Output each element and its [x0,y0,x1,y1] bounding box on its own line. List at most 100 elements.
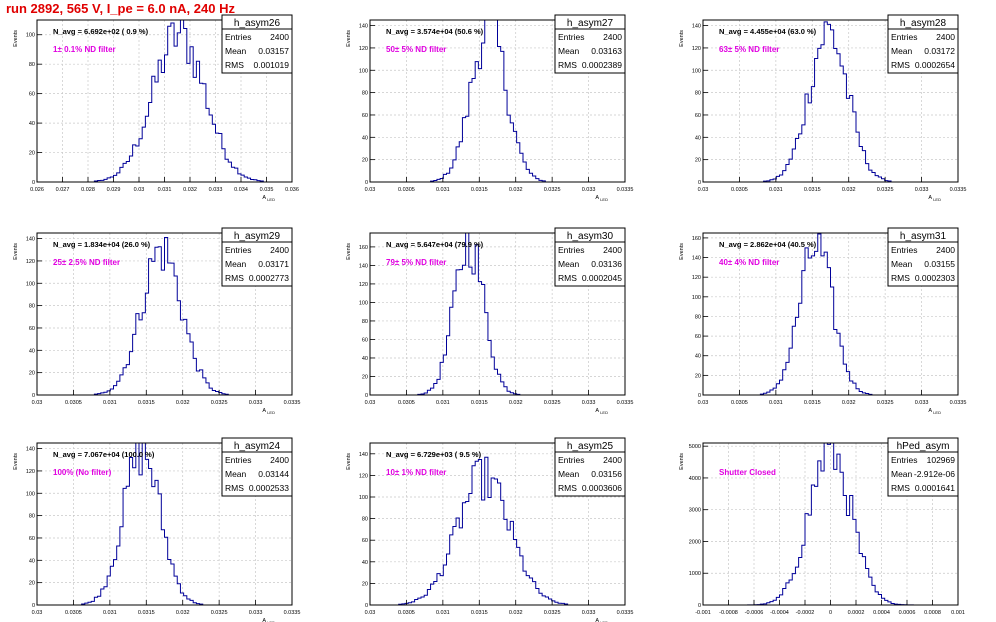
plot-frame [369,19,626,183]
x-tick-label: 0.0315 [471,400,488,406]
panel-h_asym28: 0.03 0.0305 0.031 0.0315 0.032 0.0325 0.033 0.0… [679,14,966,202]
x-tick-label: 0.0335 [284,400,301,406]
stats-key: RMS [225,60,244,70]
x-tick-label: 0.0315 [138,400,155,406]
n-avg-label: N_avg = 5.647e+04 (79.9 %) [386,240,484,249]
x-tick-label: 0.0305 [65,400,82,406]
y-tick-label: 80 [362,91,368,97]
stats-value: 2400 [603,455,622,465]
stats-value: 102969 [927,455,956,465]
x-tick-label: 0.0305 [731,187,748,193]
run-title: run 2892, 565 V, I_pe = 6.0 nA, 240 Hz [6,1,235,16]
x-tick-label: 0.0325 [544,400,561,406]
stats-value: 2400 [270,32,289,42]
stats-key: Mean [558,469,580,479]
x-axis-label: A LED [262,618,275,622]
x-tick-label: -0.0006 [745,610,764,616]
y-tick-label: 100 [26,33,35,39]
stats-key: Entries [225,32,251,42]
stats-value: 0.03163 [591,46,622,56]
stats-value: 0.0001641 [915,483,955,493]
y-tick-label: 1000 [689,571,701,577]
y-tick-label: 160 [359,245,368,251]
x-tick-label: 0.034 [234,187,248,193]
stats-value: 0.0002045 [582,273,622,283]
stats-value: -2.912e-06 [914,469,955,479]
x-tick-label: 0.035 [260,187,274,193]
x-tick-label: 0.03 [32,610,43,616]
stats-box: h_asym28 Entries 2400 Mean 0.03172 RMS 0.00026… [887,14,959,74]
n-avg-label: N_avg = 6.729e+03 ( 9.5 %) [386,450,482,459]
y-tick-label: 60 [29,92,35,98]
x-tick-label: 0.0335 [284,610,301,616]
stats-key: Mean [891,469,913,479]
histogram-name: h_asym31 [900,231,947,242]
stats-key: Entries [558,245,584,255]
x-axis-label: A LED [595,618,608,622]
y-tick-label: 40 [362,560,368,566]
stats-key: Entries [225,455,251,465]
x-axis-label: A LED [928,408,941,415]
panel-hPed_asym: -0.001 -0.0008 -0.0006 -0.0004 -0.0002 0 0.000… [679,437,965,616]
x-tick-label: 0.031 [158,187,172,193]
stats-key: Mean [558,46,580,56]
x-tick-label: 0.03 [32,400,43,406]
stats-value: 0.0002533 [249,483,289,493]
y-tick-label: 80 [29,304,35,310]
stats-value: 0.03144 [258,469,289,479]
x-tick-label: 0.0335 [617,400,634,406]
x-tick-label: 0.032 [509,187,523,193]
n-avg-label: N_avg = 3.574e+04 (50.6 %) [386,27,484,36]
x-tick-label: 0.033 [209,187,223,193]
x-tick-label: 0.031 [103,610,117,616]
x-tick-label: 0.032 [183,187,197,193]
x-tick-label: 0.0325 [544,610,561,616]
y-tick-label: 140 [692,256,701,262]
y-tick-label: 80 [362,319,368,325]
stats-key: RMS [558,483,577,493]
histogram-series [370,456,625,606]
y-tick-label: 40 [362,135,368,141]
x-tick-label: 0.0325 [544,187,561,193]
x-tick-label: 0 [829,610,832,616]
x-tick-label: 0.033 [915,400,929,406]
stats-value: 0.0003606 [582,483,622,493]
x-tick-label: -0.0004 [770,610,789,616]
stats-box: hPed_asym Entries 102969 Mean -2.912e-06 RMS 0… [887,437,959,497]
x-tick-label: 0.0305 [731,400,748,406]
stats-value: 0.03155 [924,259,955,269]
y-tick-label: 120 [26,259,35,265]
stats-box: h_asym27 Entries 2400 Mean 0.03163 RMS 0.00023… [554,14,626,74]
stats-key: RMS [225,483,244,493]
y-tick-label: 5000 [689,444,701,450]
x-axis-label: A LED [262,195,275,202]
x-tick-label: 0.0325 [211,400,228,406]
x-tick-label: 0.0315 [138,610,155,616]
stats-value: 0.03171 [258,259,289,269]
stats-box: h_asym31 Entries 2400 Mean 0.03155 RMS 0.00023… [887,227,959,287]
y-tick-label: 100 [359,300,368,306]
histogram-name: h_asym26 [234,18,281,29]
x-tick-label: 0.0305 [398,400,415,406]
y-tick-label: 20 [362,581,368,587]
y-tick-label: 140 [359,263,368,269]
y-tick-label: 40 [362,356,368,362]
filter-annotation: 10± 1% ND filter [386,468,446,477]
x-tick-label: 0.027 [56,187,70,193]
x-tick-label: 0.033 [915,187,929,193]
plot-frame [369,232,626,396]
filter-annotation: 50± 5% ND filter [386,45,446,54]
stats-value: 2400 [603,32,622,42]
stats-key: RMS [225,273,244,283]
panel-h_asym25: 0.03 0.0305 0.031 0.0315 0.032 0.0325 0.033 0.0… [346,437,633,622]
x-axis-label: A LED [928,195,941,202]
panel-h_asym26: 0.026 0.027 0.028 0.029 0.03 0.031 0.032 0.033 0… [13,14,299,202]
y-axis-label: Events [679,453,685,470]
y-tick-label: 60 [362,337,368,343]
stats-value: 2400 [270,455,289,465]
histogram-name: h_asym24 [234,441,281,452]
stats-box: h_asym25 Entries 2400 Mean 0.03156 RMS 0.00036… [554,437,626,497]
panel-h_asym27: 0.03 0.0305 0.031 0.0315 0.032 0.0325 0.033 0.0… [346,14,633,202]
stats-key: Entries [891,245,917,255]
